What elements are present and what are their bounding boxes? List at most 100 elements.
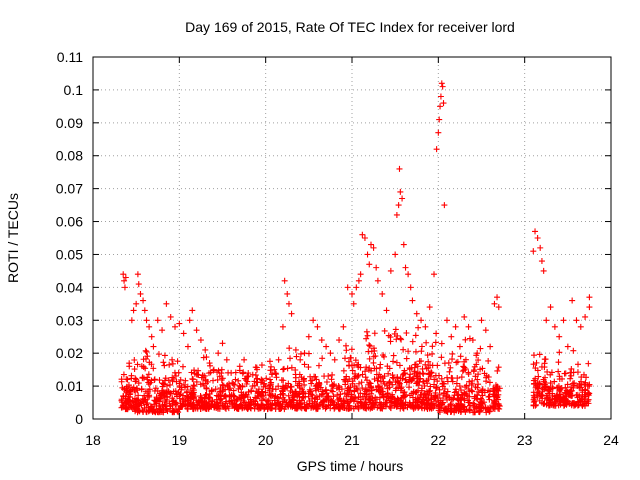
data-point [280,366,287,373]
data-point [159,327,166,334]
data-point [143,401,150,408]
data-point [475,381,482,388]
data-point [474,392,481,399]
data-point [403,355,410,362]
data-point [405,348,412,355]
data-point [533,391,540,398]
data-point [160,409,167,416]
data-point [418,404,425,411]
data-point [212,386,219,393]
data-point [396,380,403,387]
data-point [586,383,593,390]
data-point [340,405,347,412]
data-point [491,300,498,307]
data-point [202,346,209,353]
data-point [373,396,380,403]
data-point [305,333,312,340]
data-point [200,374,207,381]
data-point [410,394,417,401]
data-point [368,384,375,391]
data-point [286,401,293,408]
data-point [211,404,218,411]
data-point [132,398,139,405]
data-point [536,351,543,358]
data-point [551,378,558,385]
data-point [412,332,419,339]
data-point [390,375,397,382]
data-point [223,356,230,363]
data-point [159,389,166,396]
y-tick-label: 0.02 [56,345,83,361]
data-point [585,396,592,403]
data-point [457,387,464,394]
y-tick-label: 0.1 [64,82,84,98]
data-point [451,409,458,416]
data-point [579,396,586,403]
data-point [179,363,186,370]
data-point [232,404,239,411]
data-point [199,380,206,387]
data-point [295,391,302,398]
data-point [180,330,187,337]
data-point [323,378,330,385]
data-point [378,401,385,408]
data-point [421,382,428,389]
data-point [183,394,190,401]
data-point [428,396,435,403]
data-point [423,339,430,346]
data-point [163,406,170,413]
data-point [473,395,480,402]
data-point [541,400,548,407]
data-point [532,228,539,235]
data-point [579,389,586,396]
data-point [418,348,425,355]
data-point [548,369,555,376]
data-point [241,356,248,363]
x-tick-labels: 18 19 20 21 22 23 24 [85,432,619,448]
data-point [340,367,347,374]
x-tick-label: 18 [85,432,101,448]
data-point [142,396,149,403]
data-point [397,385,404,392]
data-point [429,400,436,407]
data-point [192,405,199,412]
data-point [234,396,241,403]
data-point [412,361,419,368]
data-point [349,367,356,374]
data-point [575,361,582,368]
data-point [206,390,213,397]
data-point [139,407,146,414]
data-point [365,381,372,388]
data-point [240,369,247,376]
data-point [160,381,167,388]
data-point [312,383,319,390]
data-point [282,385,289,392]
data-point [330,382,337,389]
data-point [484,405,491,412]
data-point [355,405,362,412]
data-point [421,405,428,412]
data-point [271,366,278,373]
data-point [440,100,447,107]
data-point [175,369,182,376]
data-point [571,399,578,406]
data-point [143,348,150,355]
data-point [448,333,455,340]
data-point [424,380,431,387]
data-point [468,381,475,388]
data-point [532,402,539,409]
data-point [321,398,328,405]
data-point [132,378,139,385]
data-point [436,372,443,379]
data-point [439,83,446,90]
data-point [429,343,436,350]
data-point [400,370,407,377]
data-point [407,371,414,378]
data-point [392,326,399,333]
data-point [202,392,209,399]
data-point [368,390,375,397]
data-point [534,235,541,241]
data-point [314,323,321,330]
y-axis-label: ROTI / TECUs [5,193,21,283]
data-point [348,362,355,369]
